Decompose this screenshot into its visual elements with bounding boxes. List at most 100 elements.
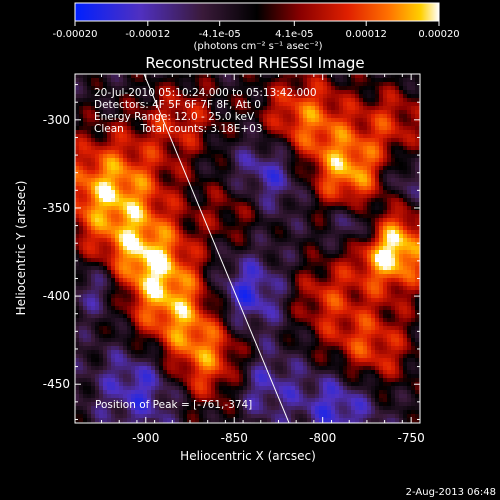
heatmap-cell [139, 138, 144, 143]
heatmap-cell [375, 106, 380, 111]
heatmap-cell [299, 82, 304, 87]
heatmap-cell [103, 222, 108, 227]
heatmap-cell [343, 202, 348, 207]
heatmap-cell [347, 250, 352, 255]
heatmap-cell [203, 170, 208, 175]
heatmap-cell [183, 98, 188, 103]
heatmap-cell [119, 126, 124, 131]
heatmap-cell [227, 274, 232, 279]
heatmap-cell [335, 86, 340, 91]
heatmap-cell [395, 126, 400, 131]
heatmap-cell [295, 122, 300, 127]
heatmap-cell [267, 98, 272, 103]
heatmap-cell [79, 74, 84, 79]
heatmap-cell [411, 294, 416, 299]
heatmap-cell [183, 94, 188, 99]
heatmap-cell [75, 258, 80, 263]
heatmap-cell [171, 214, 176, 219]
heatmap-cell [299, 298, 304, 303]
heatmap-cell [295, 134, 300, 139]
heatmap-cell [251, 94, 256, 99]
heatmap-cell [131, 94, 136, 99]
heatmap-cell [415, 102, 420, 107]
heatmap-cell [91, 126, 96, 131]
heatmap-cell [75, 266, 80, 271]
heatmap-cell [203, 270, 208, 275]
heatmap-cell [379, 234, 384, 239]
heatmap-cell [199, 226, 204, 231]
colorbar [74, 2, 440, 22]
heatmap-cell [123, 238, 128, 243]
heatmap-cell [327, 162, 332, 167]
heatmap-cell [179, 238, 184, 243]
heatmap-cell [191, 170, 196, 175]
heatmap-cell [407, 226, 412, 231]
heatmap-cell [143, 266, 148, 271]
heatmap-cell [91, 250, 96, 255]
heatmap-cell [195, 198, 200, 203]
heatmap-cell [343, 114, 348, 119]
heatmap-cell [399, 270, 404, 275]
heatmap-cell [271, 250, 276, 255]
heatmap-cell [235, 246, 240, 251]
heatmap-cell [183, 230, 188, 235]
heatmap-cell [399, 154, 404, 159]
heatmap-cell [103, 142, 108, 147]
heatmap-cell [219, 230, 224, 235]
heatmap-cell [367, 86, 372, 91]
heatmap-cell [107, 230, 112, 235]
heatmap-cell [355, 114, 360, 119]
heatmap-cell [167, 186, 172, 191]
heatmap-cell [87, 278, 92, 283]
heatmap-cell [415, 282, 420, 287]
heatmap-cell [371, 126, 376, 131]
heatmap-cell [323, 298, 328, 303]
heatmap-cell [203, 102, 208, 107]
heatmap-cell [399, 118, 404, 123]
heatmap-cell [231, 178, 236, 183]
heatmap-cell [75, 254, 80, 259]
heatmap-cell [103, 178, 108, 183]
heatmap-cell [279, 162, 284, 167]
heatmap-cell [275, 214, 280, 219]
heatmap-cell [111, 74, 116, 79]
heatmap-cell [279, 266, 284, 271]
heatmap-cell [155, 110, 160, 115]
heatmap-cell [235, 94, 240, 99]
heatmap-cell [235, 234, 240, 239]
heatmap-cell [291, 122, 296, 127]
heatmap-cell [351, 214, 356, 219]
heatmap-cell [299, 170, 304, 175]
heatmap-cell [171, 242, 176, 247]
heatmap-cell [267, 166, 272, 171]
heatmap-cell [119, 166, 124, 171]
heatmap-cell [79, 122, 84, 127]
heatmap-cell [131, 106, 136, 111]
heatmap-cell [351, 170, 356, 175]
heatmap-cell [219, 166, 224, 171]
heatmap-cell [271, 226, 276, 231]
heatmap-cell [319, 170, 324, 175]
heatmap-cell [383, 102, 388, 107]
heatmap-cell [187, 282, 192, 287]
heatmap-cell [379, 274, 384, 279]
heatmap-cell [231, 274, 236, 279]
heatmap-cell [151, 182, 156, 187]
heatmap-cell [263, 294, 268, 299]
heatmap-cell [251, 270, 256, 275]
heatmap-cell [219, 182, 224, 187]
heatmap-cell [323, 90, 328, 95]
heatmap-cell [291, 206, 296, 211]
heatmap-cell [343, 218, 348, 223]
heatmap-cell [403, 162, 408, 167]
heatmap-cell [131, 134, 136, 139]
heatmap-cell [259, 154, 264, 159]
heatmap-cell [167, 90, 172, 95]
heatmap-cell [415, 262, 420, 267]
heatmap-cell [95, 294, 100, 299]
heatmap-cell [127, 222, 132, 227]
heatmap-cell [151, 118, 156, 123]
heatmap-cell [227, 254, 232, 259]
heatmap-cell [283, 206, 288, 211]
heatmap-cell [339, 218, 344, 223]
